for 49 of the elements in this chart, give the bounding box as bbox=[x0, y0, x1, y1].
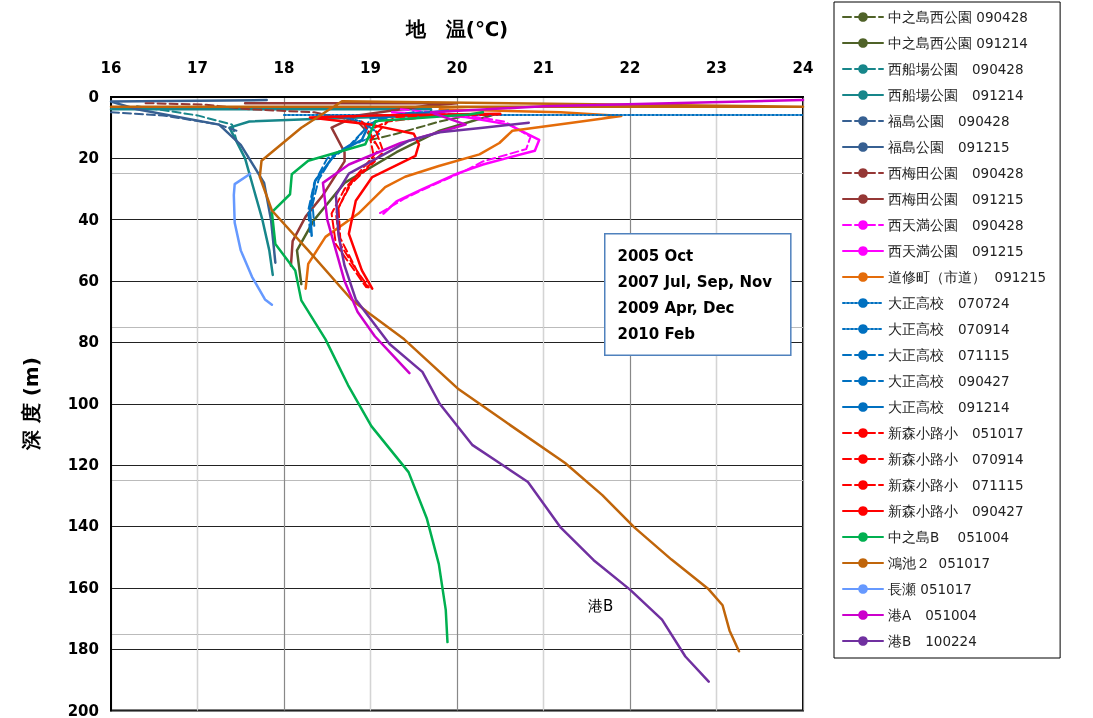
legend-label: 大正高校 070724 bbox=[888, 295, 1010, 311]
x-tick-label: 23 bbox=[706, 58, 727, 77]
x-tick-label: 21 bbox=[533, 58, 554, 77]
x-axis-title: 地 温(℃) bbox=[404, 17, 509, 41]
y-tick-label: 180 bbox=[67, 640, 99, 659]
legend-label: 中之島西公園 091214 bbox=[888, 35, 1028, 51]
legend-label: 中之島西公園 090428 bbox=[888, 9, 1028, 25]
legend-label: 西梅田公園 091215 bbox=[888, 191, 1024, 207]
y-tick-label: 160 bbox=[67, 578, 99, 597]
x-tick-label: 17 bbox=[187, 58, 208, 77]
x-tick-label: 22 bbox=[619, 58, 641, 77]
y-tick-label: 40 bbox=[78, 210, 99, 229]
legend-label: 大正高校 090427 bbox=[888, 373, 1010, 389]
y-tick-label: 80 bbox=[78, 333, 99, 352]
x-tick-label: 18 bbox=[273, 58, 295, 77]
x-tick-label: 24 bbox=[792, 58, 814, 77]
legend-label: 西船場公園 091214 bbox=[888, 87, 1024, 103]
y-tick-label: 60 bbox=[78, 272, 99, 291]
legend-label: 新森小路小 071115 bbox=[888, 477, 1024, 493]
legend-label: 中之島B 051004 bbox=[888, 529, 1010, 545]
legend-label: 道修町（市道） 091215 bbox=[888, 269, 1047, 285]
legend-label: 長瀬 051017 bbox=[888, 581, 972, 597]
x-tick-label: 16 bbox=[100, 58, 122, 77]
y-tick-label: 200 bbox=[67, 701, 99, 718]
legend-label: 新森小路小 070914 bbox=[888, 451, 1024, 467]
legend-label: 港A 051004 bbox=[888, 607, 977, 623]
x-tick-label: 19 bbox=[360, 58, 381, 77]
annotation: 2005 Oct 2007 Jul, Sep, Nov 2009 Apr, Dec 2010 Feb bbox=[617, 246, 773, 343]
y-axis-title: 深 度 (m) bbox=[19, 357, 43, 452]
legend-label: 福島公園 091215 bbox=[888, 139, 1010, 155]
y-tick-label: 20 bbox=[78, 149, 99, 168]
y-tick-label: 0 bbox=[88, 88, 99, 106]
x-tick-label: 20 bbox=[446, 58, 468, 77]
y-tick-label: 140 bbox=[67, 517, 99, 536]
legend-label: 福島公園 090428 bbox=[888, 113, 1010, 129]
y-tick-label: 100 bbox=[67, 394, 99, 413]
legend-label: 西天満公園 091215 bbox=[888, 243, 1024, 259]
legend-label: 大正高校 071115 bbox=[888, 347, 1010, 363]
legend-label: 鴻池２ 051017 bbox=[888, 555, 991, 571]
legend-label: 西天満公園 090428 bbox=[888, 217, 1024, 233]
y-tick-label: 120 bbox=[67, 456, 99, 475]
legend-label: 新森小路小 090427 bbox=[888, 503, 1024, 519]
legend-label: 西船場公園 090428 bbox=[888, 61, 1024, 77]
legend-label: 新森小路小 051017 bbox=[888, 425, 1024, 441]
legend-label: 大正高校 091214 bbox=[888, 399, 1010, 415]
annotation: 港B bbox=[588, 596, 614, 615]
legend-label: 大正高校 070914 bbox=[888, 321, 1010, 337]
legend-label: 西梅田公園 090428 bbox=[888, 165, 1024, 181]
legend-label: 港B 100224 bbox=[888, 633, 977, 649]
